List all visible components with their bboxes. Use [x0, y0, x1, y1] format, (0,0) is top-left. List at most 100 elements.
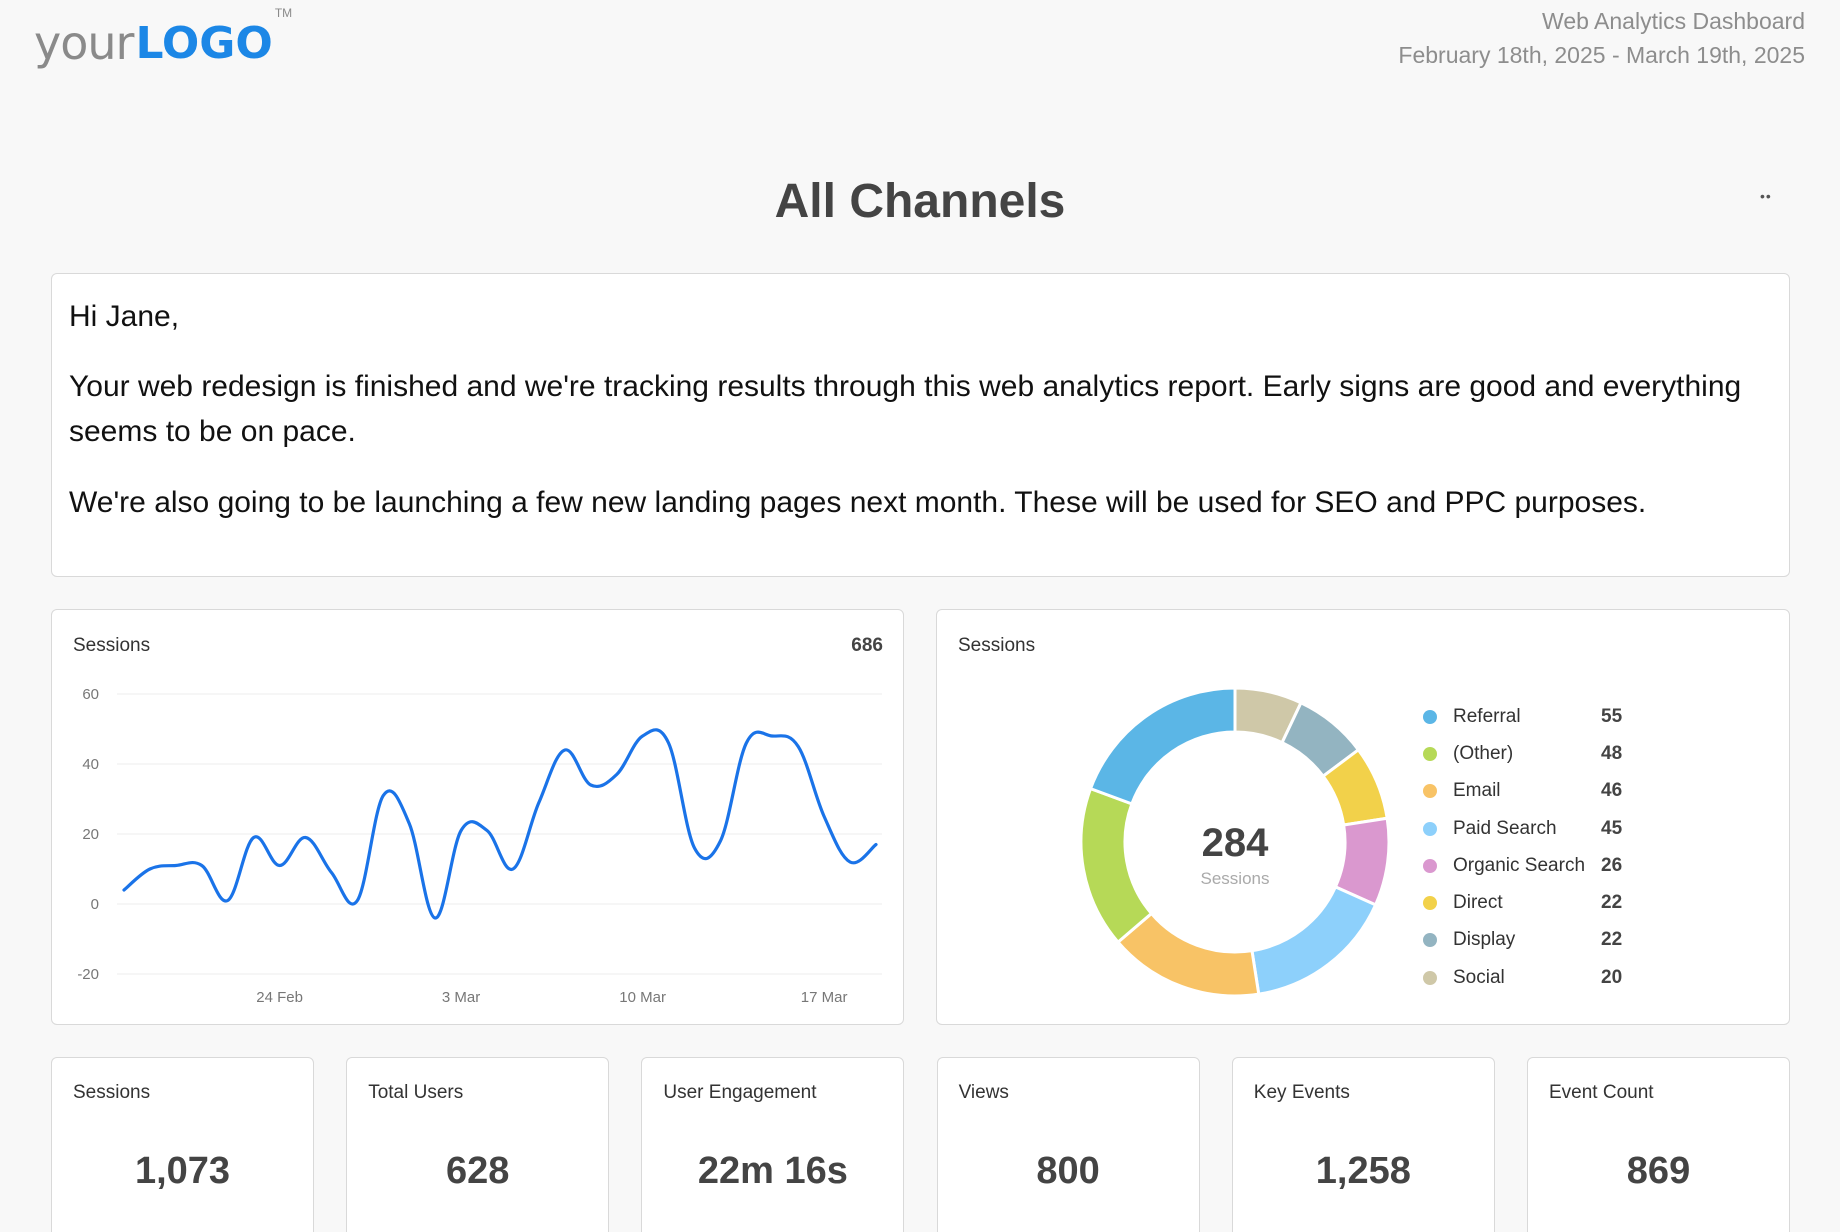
- sessions-data-point[interactable]: [585, 779, 597, 791]
- kpi-value: 800: [1036, 1150, 1100, 1192]
- logo-trademark: TM: [274, 6, 293, 20]
- legend-item[interactable]: Paid Search 45: [1423, 810, 1643, 847]
- more-options-icon[interactable]: ••: [1760, 188, 1772, 204]
- line-chart-label: Sessions: [73, 635, 151, 656]
- sessions-data-point[interactable]: [663, 737, 675, 749]
- kpi-value: 1,073: [134, 1150, 231, 1192]
- sessions-data-point[interactable]: [740, 737, 752, 749]
- logo-main-text: LOGO: [135, 18, 273, 69]
- kpi-label: Sessions: [73, 1082, 151, 1103]
- kpi-value: 628: [445, 1150, 510, 1192]
- sessions-data-point[interactable]: [196, 860, 208, 872]
- sessions-data-point[interactable]: [714, 835, 726, 847]
- kpi-card-views: Views 800: [936, 1057, 1200, 1232]
- sessions-data-point[interactable]: [637, 730, 649, 742]
- sessions-data-point[interactable]: [222, 895, 234, 907]
- legend-item[interactable]: Organic Search 26: [1423, 847, 1643, 884]
- kpi-label: User Engagement: [663, 1082, 817, 1103]
- sessions-data-point[interactable]: [792, 741, 804, 753]
- donut-slice-other[interactable]: [1079, 786, 1154, 945]
- kpi-card-key-events: Key Events 1,258: [1231, 1057, 1495, 1232]
- sessions-data-point[interactable]: [118, 884, 130, 896]
- donut-center-label: Sessions: [1201, 869, 1270, 888]
- sessions-data-point[interactable]: [818, 811, 830, 823]
- legend-value: 48: [1601, 742, 1623, 764]
- sessions-line-chart: 60 40 20 0 -20 24 Feb 3 Mar 10 Mar 17 Mar: [77, 686, 882, 1006]
- dashboard-title: Web Analytics Dashboard: [1542, 8, 1805, 34]
- sessions-data-point[interactable]: [611, 769, 623, 781]
- kpi-card-total-users: Total Users 628: [346, 1057, 610, 1232]
- donut-slice-paid-search[interactable]: [1250, 884, 1378, 996]
- page-title: All Channels: [774, 175, 1066, 228]
- sessions-data-point[interactable]: [844, 856, 856, 868]
- legend-value: 22: [1601, 929, 1623, 951]
- kpi-label: Event Count: [1549, 1082, 1654, 1103]
- sessions-data-point[interactable]: [559, 744, 571, 756]
- donut-slice-referral[interactable]: [1088, 686, 1237, 806]
- legend-value: 20: [1601, 966, 1623, 988]
- report-header: Web Analytics Dashboard February 18th, 2…: [1398, 4, 1805, 72]
- sessions-data-point[interactable]: [403, 818, 415, 830]
- x-tick-label: 17 Mar: [801, 989, 848, 1006]
- sessions-data-point[interactable]: [325, 867, 337, 879]
- kpi-label: Key Events: [1253, 1082, 1350, 1103]
- sessions-data-point[interactable]: [351, 895, 363, 907]
- kpi-value: 22m 16s: [697, 1150, 848, 1192]
- sessions-data-point[interactable]: [300, 832, 312, 844]
- legend-swatch: [1423, 821, 1437, 836]
- sessions-data-point[interactable]: [455, 825, 467, 837]
- kpi-card-sessions: Sessions 1,073: [51, 1057, 314, 1232]
- kpi-value: 1,258: [1315, 1150, 1411, 1192]
- sessions-data-point[interactable]: [377, 790, 389, 802]
- sessions-data-point[interactable]: [481, 825, 493, 837]
- donut-chart-label: Sessions: [958, 635, 1036, 656]
- sessions-data-point[interactable]: [507, 863, 519, 875]
- kpi-value: 869: [1626, 1150, 1691, 1192]
- sessions-data-point[interactable]: [248, 832, 260, 844]
- message-paragraph-2: We're also going to be launching a few n…: [69, 486, 1647, 519]
- y-tick-label: 40: [82, 756, 99, 773]
- legend-swatch: [1423, 784, 1437, 799]
- sessions-data-point[interactable]: [533, 797, 545, 809]
- legend-item[interactable]: (Other) 48: [1423, 735, 1643, 772]
- sessions-data-point[interactable]: [144, 863, 156, 875]
- y-tick-label: 0: [91, 896, 99, 913]
- legend-label: Email: [1453, 780, 1501, 802]
- y-tick-label: 60: [82, 686, 99, 703]
- line-chart-total: 686: [851, 635, 883, 656]
- legend-value: 55: [1601, 705, 1623, 727]
- legend-label: (Other): [1453, 742, 1514, 764]
- legend-value: 26: [1601, 854, 1623, 876]
- date-range: February 18th, 2025 - March 19th, 2025: [1398, 42, 1805, 68]
- sessions-data-point[interactable]: [870, 839, 882, 851]
- legend-swatch: [1423, 896, 1437, 911]
- sessions-line-chart-card: Sessions 686 60 40 20 0 -20 24 Feb 3 Mar 10 Mar…: [51, 609, 904, 1025]
- sessions-data-point[interactable]: [429, 912, 441, 924]
- legend-value: 45: [1601, 817, 1623, 839]
- legend-label: Direct: [1453, 892, 1503, 914]
- sessions-donut-chart: 284 Sessions: [1079, 686, 1391, 998]
- y-tick-label: 20: [82, 826, 99, 843]
- kpi-label: Total Users: [368, 1082, 464, 1103]
- sessions-data-point[interactable]: [274, 860, 286, 872]
- legend-label: Organic Search: [1453, 854, 1586, 876]
- legend-item[interactable]: Social 20: [1423, 959, 1643, 996]
- legend-item[interactable]: Email 46: [1423, 773, 1643, 810]
- legend-swatch: [1423, 933, 1437, 948]
- sessions-data-point[interactable]: [170, 860, 182, 872]
- message-paragraph-1: Your web redesign is finished and we're …: [69, 370, 1742, 448]
- legend-label: Social: [1453, 966, 1505, 988]
- sessions-data-point[interactable]: [766, 730, 778, 742]
- legend-item[interactable]: Referral 55: [1423, 698, 1643, 735]
- legend-swatch: [1423, 970, 1437, 985]
- legend-value: 22: [1601, 892, 1623, 914]
- kpi-card-event-count: Event Count 869: [1527, 1057, 1790, 1232]
- legend-label: Paid Search: [1453, 817, 1557, 839]
- legend-item[interactable]: Direct 22: [1423, 884, 1643, 921]
- legend-item[interactable]: Display 22: [1423, 922, 1643, 959]
- kpi-label: Views: [958, 1082, 1009, 1103]
- donut-center-value: 284: [1202, 821, 1269, 865]
- sessions-data-point[interactable]: [688, 842, 700, 854]
- x-tick-label: 10 Mar: [619, 989, 666, 1006]
